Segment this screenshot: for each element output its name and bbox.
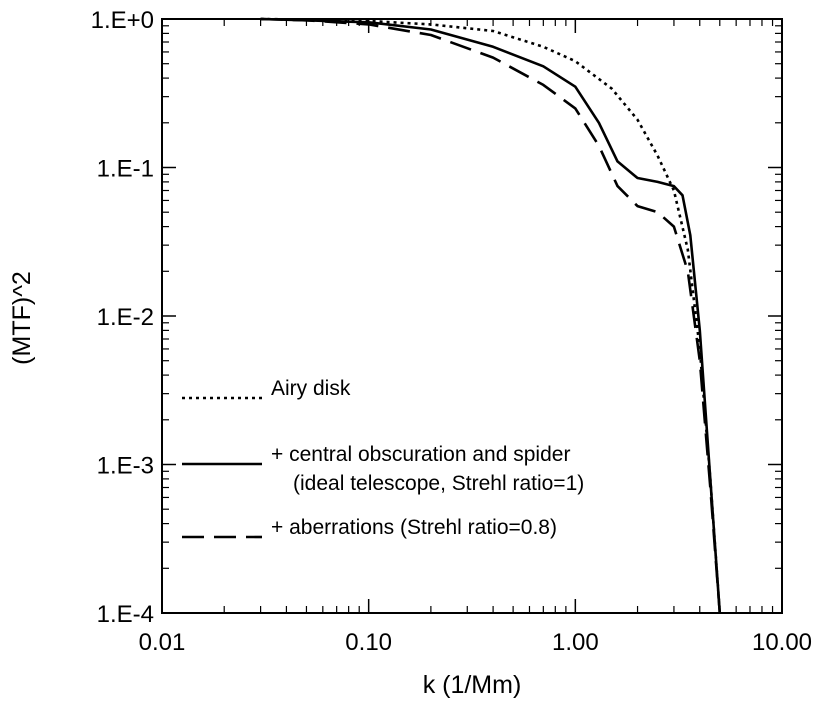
x-tick-label: 0.10 [345,629,392,656]
legend-label: + aberrations (Strehl ratio=0.8) [271,516,557,539]
x-tick-label: 1.00 [552,629,599,656]
y-tick-label: 1.E-1 [97,156,154,183]
x-tick-label: 10.00 [752,629,812,656]
y-tick-label: 1.E-4 [97,601,154,628]
series-line-dotted [260,17,722,614]
series-line-dashed [260,17,722,614]
x-axis-title: k (1/Mm) [423,671,522,699]
tick-labels: 1.E+0 1.E-1 1.E-2 1.E-3 1.E-40.01 0.10 1.00 10.… [91,7,812,656]
y-axis-title: (MTF)^2 [8,271,36,365]
y-tick-label: 1.E-2 [97,304,154,331]
series-lines [260,17,722,614]
x-tick-label: 0.01 [139,629,186,656]
legend-label: + central obscuration and spider [271,443,570,466]
legend: Airy disk + central obscuration and spide… [182,377,584,539]
y-tick-label: 1.E+0 [91,7,154,34]
series-line-solid [260,17,722,614]
legend-label: (ideal telescope, Strehl ratio=1) [293,472,584,495]
legend-label: Airy disk [271,377,351,400]
y-tick-label: 1.E-3 [97,453,154,480]
